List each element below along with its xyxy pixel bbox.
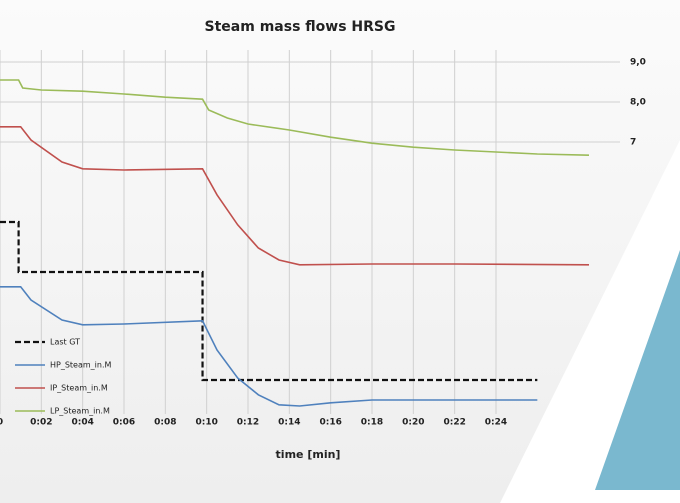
x-tick-label: 0:24 [485,418,507,428]
legend-label: IP_Steam_in.M [50,384,108,393]
x-tick-label: 0:14 [278,418,300,428]
legend-label: Last GT [50,338,80,347]
chart: 0 0:02 0:04 0:06 0:08 0:10 0:12 0:14 0:16 0:18 0:2… [0,0,680,503]
legend-label: HP_Steam_in.M [50,361,112,370]
legend-label: LP_Steam_in.M [50,407,110,416]
y2-tick-label: 9,0 [630,58,646,68]
chart-title: Steam mass flows HRSG [205,19,396,35]
x-tick-label: 0:04 [71,418,93,428]
x-tick-label: 0:06 [113,418,135,428]
x-tick-label: 0:22 [443,418,465,428]
x-tick-label: 0:02 [30,418,52,428]
x-tick-label: 0 [0,418,3,428]
x-tick-label: 0:12 [237,418,259,428]
y2-tick-label: 8,0 [630,98,646,108]
x-tick-label: 0:20 [402,418,424,428]
x-tick-label: 0:08 [154,418,176,428]
x-tick-label: 0:10 [195,418,217,428]
y2-tick-label: 7 [630,138,636,148]
x-tick-label: 0:18 [361,418,383,428]
x-axis-label: time [min] [276,448,341,461]
x-tick-label: 0:16 [319,418,341,428]
